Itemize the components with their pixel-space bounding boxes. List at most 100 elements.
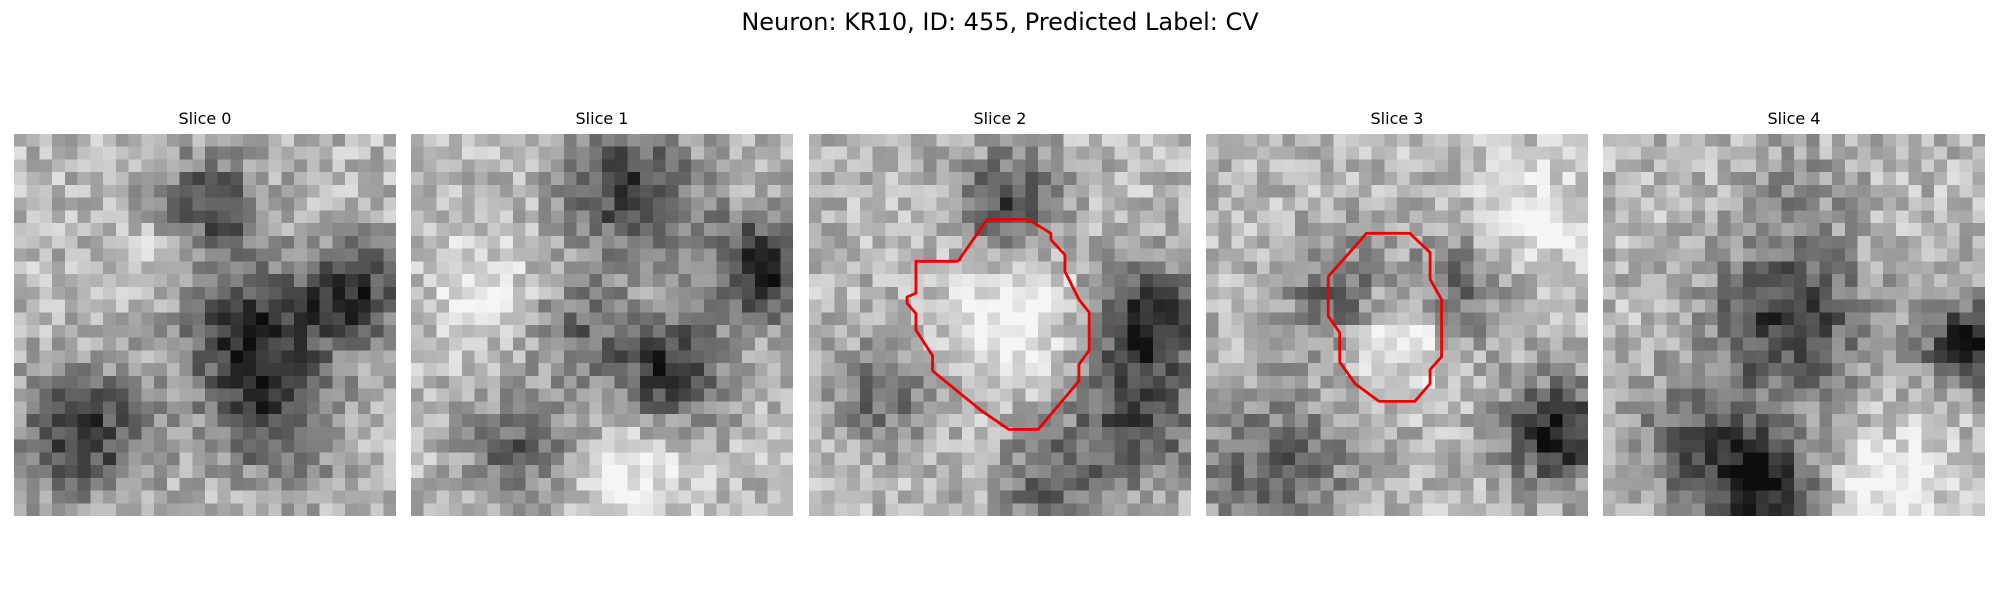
pixel <box>319 325 333 338</box>
pixel <box>780 274 793 288</box>
pixel <box>1781 490 1795 504</box>
pixel <box>729 465 743 479</box>
pixel <box>1256 325 1270 338</box>
pixel <box>1603 159 1616 173</box>
pixel <box>474 465 488 479</box>
pixel <box>1447 426 1461 440</box>
pixel <box>332 146 346 160</box>
pixel <box>1050 490 1064 504</box>
pixel <box>90 388 104 402</box>
pixel <box>1307 274 1321 288</box>
pixel <box>859 477 873 491</box>
pixel <box>1549 146 1563 160</box>
pixel <box>319 426 333 440</box>
pixel <box>306 452 320 466</box>
pixel <box>974 426 988 440</box>
pixel <box>1946 375 1960 389</box>
pixel <box>754 426 768 440</box>
pixel <box>563 350 577 364</box>
pixel <box>90 274 104 288</box>
pixel <box>1256 146 1270 160</box>
pixel <box>742 210 756 224</box>
pixel <box>103 172 117 186</box>
pixel <box>1498 286 1512 300</box>
pixel <box>1371 375 1385 389</box>
pixel <box>602 286 615 300</box>
pixel <box>423 401 437 415</box>
pixel <box>551 426 565 440</box>
pixel <box>1870 223 1884 237</box>
pixel <box>898 503 912 516</box>
pixel <box>1486 223 1500 237</box>
pixel <box>461 146 475 160</box>
pixel <box>1511 210 1525 224</box>
pixel <box>1844 312 1858 326</box>
pixel <box>1692 401 1706 415</box>
pixel <box>436 223 450 237</box>
pixel <box>1781 184 1795 198</box>
pixel <box>1908 210 1922 224</box>
pixel <box>1231 414 1245 428</box>
pixel <box>961 223 975 237</box>
pixel <box>665 490 679 504</box>
pixel <box>1050 439 1064 453</box>
pixel <box>306 350 320 364</box>
pixel <box>1717 261 1731 275</box>
pixel <box>39 172 53 186</box>
pixel <box>525 363 539 377</box>
pixel <box>436 465 450 479</box>
pixel <box>1346 401 1360 415</box>
pixel <box>411 312 424 326</box>
pixel <box>243 172 257 186</box>
pixel <box>898 235 912 249</box>
pixel <box>243 184 257 198</box>
pixel <box>1269 414 1283 428</box>
pixel <box>1178 452 1191 466</box>
pixel <box>614 261 628 275</box>
pixel <box>1615 503 1629 516</box>
pixel <box>512 299 526 313</box>
pixel <box>949 286 963 300</box>
pixel <box>1603 210 1616 224</box>
pixel <box>1409 426 1423 440</box>
pixel <box>1397 159 1410 173</box>
pixel <box>357 350 371 364</box>
pixel <box>255 172 269 186</box>
pixel <box>538 197 552 211</box>
pixel <box>1857 490 1871 504</box>
pixel <box>834 439 848 453</box>
pixel <box>77 312 91 326</box>
pixel <box>1883 172 1897 186</box>
pixel <box>1653 197 1667 211</box>
pixel <box>1666 210 1680 224</box>
pixel <box>1178 210 1191 224</box>
pixel <box>243 414 257 428</box>
pixel <box>1537 477 1551 491</box>
pixel <box>1178 477 1191 491</box>
pixel <box>1768 172 1782 186</box>
pixel <box>1946 248 1960 262</box>
pixel <box>1256 312 1270 326</box>
pixel <box>678 172 692 186</box>
pixel <box>859 159 873 173</box>
pixel <box>1972 184 1985 198</box>
pixel <box>602 350 615 364</box>
pixel <box>1282 325 1296 338</box>
pixel <box>205 503 218 516</box>
pixel <box>1641 312 1655 326</box>
pixel <box>923 388 937 402</box>
pixel <box>703 159 717 173</box>
pixel <box>1653 503 1667 516</box>
pixel <box>538 503 552 516</box>
pixel <box>1012 286 1026 300</box>
pixel <box>1768 223 1782 237</box>
pixel <box>1806 159 1820 173</box>
pixel <box>910 210 924 224</box>
pixel <box>691 388 705 402</box>
pixel <box>1127 325 1141 338</box>
pixel <box>230 248 244 262</box>
pixel <box>90 299 104 313</box>
pixel <box>52 312 66 326</box>
pixel <box>1012 465 1026 479</box>
pixel <box>1819 286 1833 300</box>
